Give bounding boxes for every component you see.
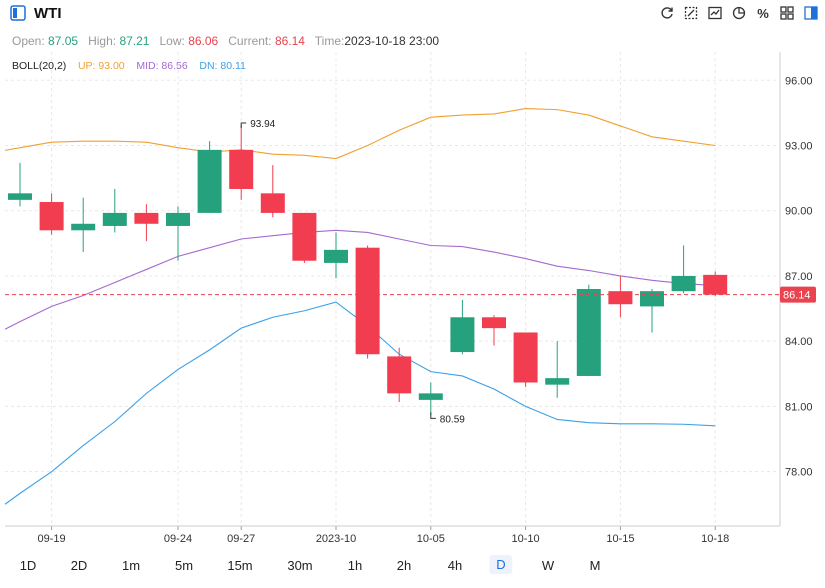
candle-body[interactable] bbox=[608, 291, 633, 305]
candlestick-chart[interactable]: 96.00 93.00 90.00 87.00 84.00 81.00 78.00 09-19… bbox=[0, 48, 825, 552]
open-value: 87.05 bbox=[48, 34, 79, 48]
x-tick-label: 09-27 bbox=[227, 533, 255, 545]
candle-body[interactable] bbox=[8, 193, 32, 200]
high-label: High: bbox=[88, 34, 117, 48]
candle-body[interactable] bbox=[450, 317, 475, 353]
open-label: Open: bbox=[12, 34, 45, 48]
boll-up-line bbox=[4, 107, 716, 160]
candle-body[interactable] bbox=[324, 249, 348, 263]
candle-body[interactable] bbox=[482, 317, 506, 329]
symbol-title: WTI bbox=[34, 5, 62, 22]
draw-icon[interactable] bbox=[683, 5, 699, 21]
refresh-icon[interactable] bbox=[659, 5, 675, 21]
period-5m[interactable]: 5m bbox=[174, 558, 194, 573]
y-tick-label: 81.00 bbox=[785, 401, 813, 413]
period-1d[interactable]: 1D bbox=[19, 558, 37, 573]
boll-mid-value: MID: 86.56 bbox=[136, 60, 188, 72]
period-4h[interactable]: 4h bbox=[447, 558, 463, 573]
indicator-icon[interactable] bbox=[731, 5, 747, 21]
candle-body[interactable] bbox=[513, 332, 538, 383]
period-m[interactable]: M bbox=[589, 558, 601, 573]
period-30m[interactable]: 30m bbox=[287, 558, 313, 573]
candle-body[interactable] bbox=[640, 291, 664, 307]
boll-dn-line bbox=[4, 301, 716, 505]
symbol-logo-icon bbox=[10, 5, 26, 21]
candle-body[interactable] bbox=[703, 274, 728, 295]
boll-mid-line bbox=[4, 229, 716, 330]
sidebar-icon[interactable] bbox=[803, 5, 819, 21]
candle-body[interactable] bbox=[197, 149, 222, 213]
candle-body[interactable] bbox=[671, 275, 696, 292]
x-tick-label: 09-19 bbox=[38, 533, 66, 545]
percent-icon[interactable]: % bbox=[757, 5, 769, 21]
chart-header: WTI % bbox=[0, 0, 825, 28]
current-price-tag-label: 86.14 bbox=[783, 290, 811, 302]
time-value: 2023-10-18 23:00 bbox=[344, 34, 440, 48]
candle-body[interactable] bbox=[387, 356, 412, 394]
boll-legend: BOLL(20,2) UP: 93.00 MID: 86.56 DN: 80.1… bbox=[12, 60, 246, 72]
period-w[interactable]: W bbox=[541, 558, 555, 573]
low-marker bbox=[430, 412, 436, 419]
period-1h[interactable]: 1h bbox=[347, 558, 363, 573]
low-price-label: 80.59 bbox=[440, 414, 465, 425]
candle-body[interactable] bbox=[166, 212, 190, 226]
layout-icon[interactable] bbox=[779, 5, 795, 21]
candle-body[interactable] bbox=[576, 289, 601, 376]
x-tick-label: 10-10 bbox=[512, 533, 540, 545]
y-tick-label: 87.00 bbox=[785, 271, 813, 283]
x-tick-label: 10-05 bbox=[417, 533, 445, 545]
quote-bar: Open: 87.05 High: 87.21 Low: 86.06 Curre… bbox=[12, 34, 439, 48]
candle-body[interactable] bbox=[39, 202, 64, 231]
current-value: 86.14 bbox=[274, 34, 305, 48]
high-value: 87.21 bbox=[119, 34, 150, 48]
period-1m[interactable]: 1m bbox=[121, 558, 141, 573]
y-tick-label: 96.00 bbox=[785, 75, 813, 87]
y-tick-label: 84.00 bbox=[785, 336, 813, 348]
period-2h[interactable]: 2h bbox=[396, 558, 412, 573]
period-d[interactable]: D bbox=[489, 555, 513, 574]
x-tick-label: 10-15 bbox=[606, 533, 634, 545]
x-tick-label: 2023-10 bbox=[316, 533, 356, 545]
candle-body[interactable] bbox=[545, 378, 570, 385]
y-tick-label: 90.00 bbox=[785, 206, 813, 218]
period-15m[interactable]: 15m bbox=[227, 558, 253, 573]
boll-name: BOLL(20,2) bbox=[12, 60, 67, 72]
low-value: 86.06 bbox=[188, 34, 219, 48]
boll-dn-value: DN: 80.11 bbox=[199, 60, 246, 72]
y-tick-label: 78.00 bbox=[785, 467, 813, 479]
high-marker bbox=[240, 122, 247, 129]
period-2d[interactable]: 2D bbox=[70, 558, 88, 573]
boll-up-value: UP: 93.00 bbox=[77, 60, 125, 72]
y-tick-label: 93.00 bbox=[785, 140, 813, 152]
current-price-tag bbox=[780, 286, 816, 303]
high-price-label: 93.94 bbox=[250, 119, 275, 130]
low-label: Low: bbox=[159, 34, 185, 48]
current-label: Current: bbox=[228, 34, 272, 48]
candle-body[interactable] bbox=[418, 393, 443, 400]
candle-body[interactable] bbox=[102, 212, 127, 226]
candle-body[interactable] bbox=[292, 212, 317, 261]
candle-body[interactable] bbox=[355, 247, 380, 355]
candle-body[interactable] bbox=[134, 212, 159, 224]
candle-body[interactable] bbox=[260, 193, 285, 213]
x-tick-label: 10-18 bbox=[701, 533, 729, 545]
time-label: Time: bbox=[314, 34, 345, 48]
period-bar: 1D 2D 1m 5m 15m 30m 1h 2h 4h D W M bbox=[0, 552, 825, 582]
x-tick-label: 09-24 bbox=[164, 533, 192, 545]
chart-type-icon[interactable] bbox=[707, 5, 723, 21]
candle-body[interactable] bbox=[229, 149, 254, 189]
candle-body[interactable] bbox=[71, 223, 96, 231]
